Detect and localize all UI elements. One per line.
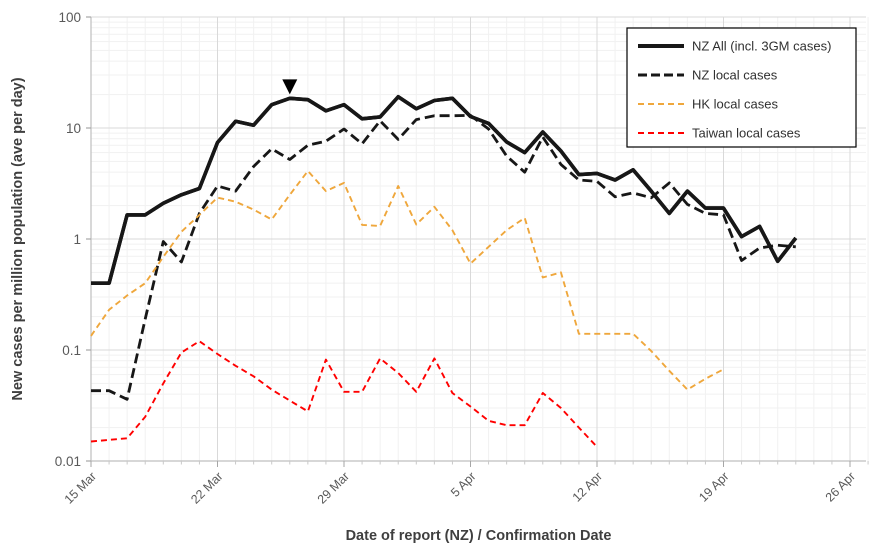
x-tick-label: 19 Apr bbox=[696, 469, 731, 504]
series-line-nz-all-top bbox=[91, 95, 798, 285]
legend-label: Taiwan local cases bbox=[692, 126, 801, 141]
legend-item: NZ local cases bbox=[638, 68, 778, 83]
x-tick-label: 12 Apr bbox=[570, 469, 605, 504]
y-axis-title: New cases per million population (ave pe… bbox=[10, 77, 26, 400]
legend-item: HK local cases bbox=[638, 97, 778, 112]
x-tick-label: 15 Mar bbox=[62, 469, 99, 506]
y-tick-label: 0.01 bbox=[55, 454, 81, 469]
series-line-hk-local-cases bbox=[90, 170, 724, 391]
series-line-taiwan-local-cases bbox=[90, 340, 598, 448]
x-tick-label: 26 Apr bbox=[823, 469, 858, 504]
legend-label: NZ All (incl. 3GM cases) bbox=[692, 39, 831, 54]
y-tick-label: 1 bbox=[73, 232, 81, 247]
x-axis-title: Date of report (NZ) / Confirmation Date bbox=[346, 528, 612, 544]
series-line-nz-local-cases bbox=[91, 114, 796, 401]
legend-label: HK local cases bbox=[692, 97, 778, 112]
x-tick-label: 29 Mar bbox=[315, 469, 352, 506]
legend-item: NZ All (incl. 3GM cases) bbox=[638, 39, 831, 54]
y-tick-label: 0.1 bbox=[62, 343, 81, 358]
lockdown-marker-triangle-icon bbox=[282, 79, 298, 95]
y-tick-label: 10 bbox=[66, 121, 81, 136]
legend: NZ All (incl. 3GM cases) NZ local cases HK… bbox=[626, 27, 857, 148]
x-tick-label: 5 Apr bbox=[448, 469, 479, 500]
y-tick-label: 100 bbox=[58, 10, 81, 25]
x-tick-label: 22 Mar bbox=[188, 469, 225, 506]
legend-item: Taiwan local cases bbox=[638, 126, 801, 141]
legend-label: NZ local cases bbox=[692, 68, 778, 83]
